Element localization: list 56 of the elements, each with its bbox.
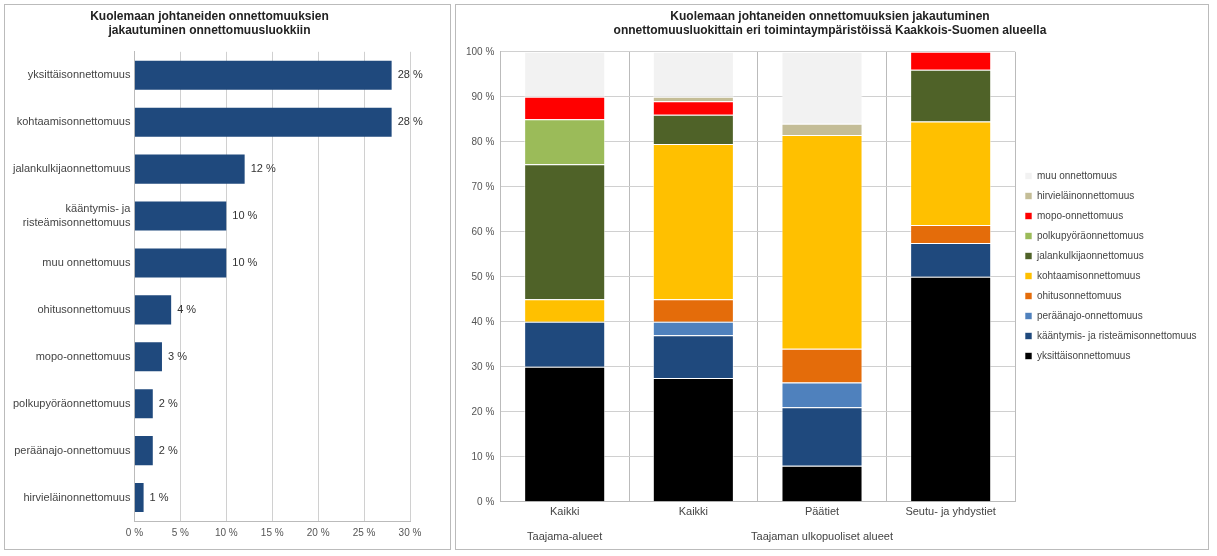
- legend-label: hirvieläinonnettomuus: [1037, 189, 1135, 201]
- y-tick-label: kohtaamisonnettomuus: [16, 115, 131, 128]
- legend-label: kohtaamisonnettomuus: [1037, 269, 1141, 281]
- chart-title: Kuolemaan johtaneiden onnettomuuksien jakautuminen onnettomuusluokittain eri toimintaympäristöissä Kaakkois-Suomen alueella: [613, 8, 1047, 37]
- x-tick-label: 15 %: [260, 526, 284, 538]
- legend-label: peräänajo-onnettomuus: [1037, 309, 1143, 321]
- data-label: 10 %: [232, 255, 258, 268]
- data-label: 28 %: [397, 68, 423, 81]
- legend-label: jalankulkijaonnettomuus: [1036, 249, 1144, 261]
- x-tick-label: Kaikki: [678, 505, 709, 518]
- y-tick-label: 90 %: [471, 90, 495, 102]
- data-label: 4 %: [177, 302, 197, 315]
- legend-label: muu onnettomuus: [1037, 169, 1118, 181]
- chart-title: Kuolemaan johtaneiden onnettomuuksien jakautuminen onnettomuusluokkiin: [90, 8, 329, 37]
- y-tick-label: 50 %: [471, 270, 495, 282]
- text: Taajama-alueet: [527, 530, 603, 543]
- legend-label: polkupyöräonnettomuus: [1037, 229, 1144, 241]
- y-tick-label: 10 %: [471, 450, 495, 462]
- y-tick-label: ohitusonnettomuus: [37, 302, 131, 315]
- data-label: 2 %: [158, 396, 178, 409]
- y-tick-label: peräänajo-onnettomuus: [14, 443, 131, 456]
- y-tick-label: jalankulkijaonnettomuus: [11, 162, 131, 175]
- legend-label: yksittäisonnettomuus: [1037, 349, 1131, 361]
- legend-label: mopo-onnettomuus: [1037, 209, 1124, 221]
- x-tick-label: 20 %: [306, 526, 330, 538]
- y-tick-label: kääntymis- ja risteämisonnettomuus: [22, 202, 132, 228]
- y-tick-label: mopo-onnettomuus: [35, 349, 131, 362]
- y-tick-label: 20 %: [471, 405, 495, 417]
- y-tick-label: yksittäisonnettomuus: [27, 68, 131, 81]
- x-tick-label: 5 %: [171, 526, 190, 538]
- x-tick-label: Päätiet: [804, 505, 840, 518]
- x-tick-label: 10 %: [214, 526, 238, 538]
- x-tick-label: Kaikki: [550, 505, 580, 518]
- y-tick-label: muu onnettomuus: [42, 255, 131, 268]
- x-tick-label: 0 %: [125, 526, 144, 538]
- legend-label: ohitusonnettomuus: [1037, 289, 1122, 301]
- data-label: 3 %: [167, 349, 188, 362]
- x-tick-label: 30 %: [398, 526, 422, 538]
- y-tick-label: 80 %: [471, 135, 495, 147]
- y-tick-label: 70 %: [471, 180, 495, 192]
- text: Taajaman ulkopuoliset alueet: [751, 530, 893, 543]
- legend-label: kääntymis- ja risteämisonnettomuus: [1037, 329, 1197, 341]
- y-tick-label: 40 %: [471, 315, 495, 327]
- y-tick-label: 0 %: [477, 495, 495, 507]
- x-tick-label: Seutu- ja yhdystiet: [905, 505, 996, 518]
- y-tick-label: 30 %: [471, 360, 495, 372]
- y-tick-label: 100 %: [466, 45, 495, 57]
- data-label: 2 %: [158, 443, 178, 456]
- data-label: 10 %: [232, 209, 258, 222]
- x-tick-label: 25 %: [352, 526, 376, 538]
- data-label: 1 %: [149, 490, 169, 503]
- y-tick-label: 60 %: [471, 225, 495, 237]
- y-tick-label: hirvieläinonnettomuus: [23, 490, 131, 503]
- y-tick-label: polkupyöräonnettomuus: [12, 396, 131, 409]
- data-label: 28 %: [397, 115, 423, 128]
- data-label: 12 %: [250, 162, 276, 175]
